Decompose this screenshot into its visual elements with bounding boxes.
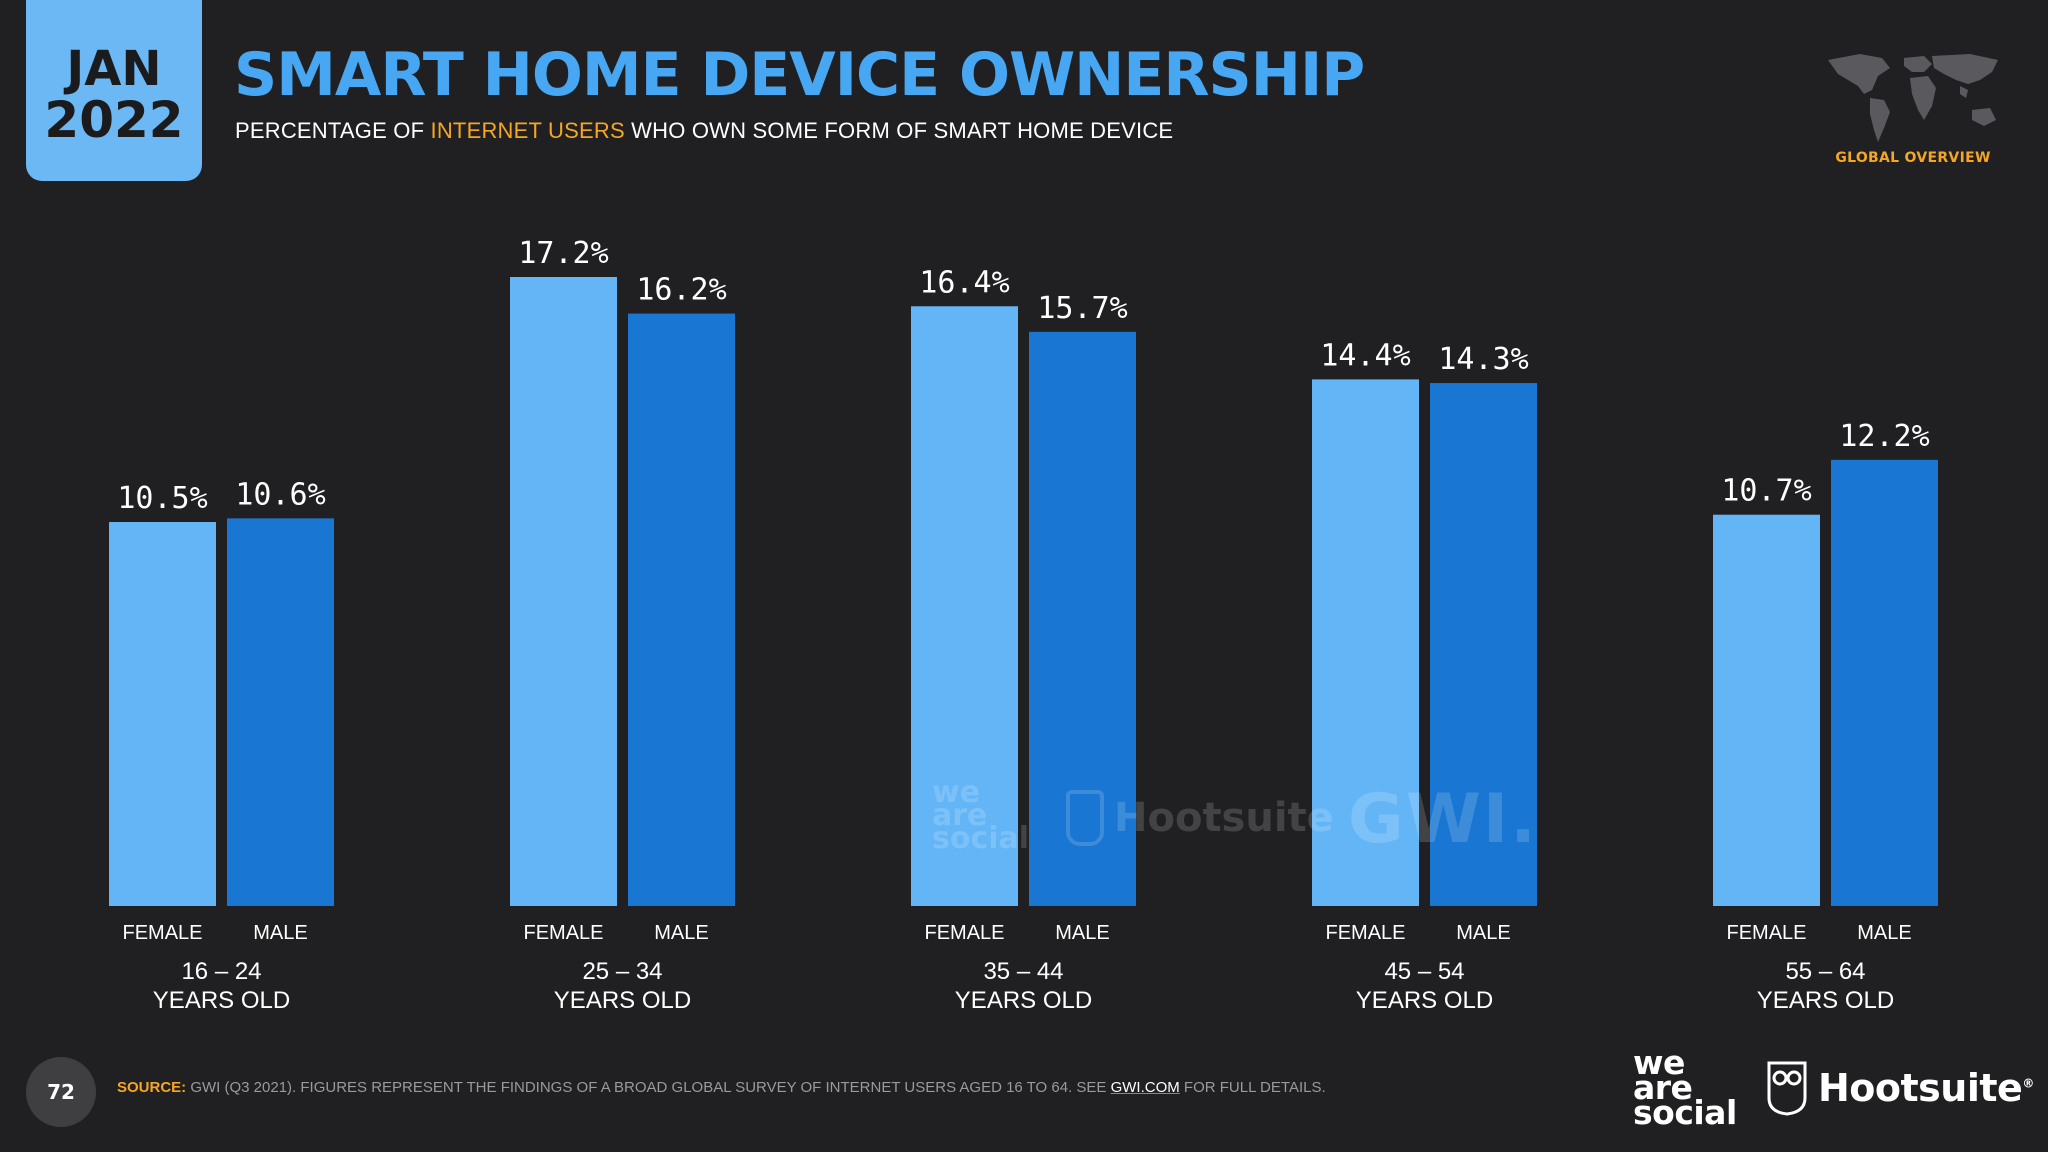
value-label-female-2: 17.2% — [518, 236, 608, 271]
bar-female-5 — [1713, 514, 1820, 906]
bar-female-2 — [510, 277, 617, 906]
subtitle-after: WHO OWN SOME FORM OF SMART HOME DEVICE — [624, 118, 1174, 143]
value-label-male-4: 14.3% — [1438, 342, 1528, 377]
age-suffix-label-5: YEARS OLD — [1757, 987, 1894, 1014]
age-suffix-label-3: YEARS OLD — [955, 987, 1092, 1014]
subtitle-before: PERCENTAGE OF — [235, 118, 431, 143]
age-range-label-4: 45 – 54 — [1384, 958, 1464, 985]
gender-label-female-2: FEMALE — [523, 922, 603, 944]
source-note: SOURCE: GWI (Q3 2021). FIGURES REPRESENT… — [117, 1079, 1326, 1096]
date-badge: JAN 2022 — [26, 0, 202, 181]
bar-male-1 — [227, 518, 334, 906]
bar-female-4 — [1312, 379, 1419, 906]
bar-male-5 — [1831, 459, 1938, 906]
subtitle-highlight: INTERNET USERS — [430, 118, 625, 143]
age-range-label-5: 55 – 64 — [1785, 958, 1865, 985]
value-label-female-1: 10.5% — [117, 481, 207, 516]
age-suffix-label-4: YEARS OLD — [1356, 987, 1493, 1014]
bar-male-4 — [1430, 383, 1537, 906]
watermark-hootsuite-text: Hootsuite — [1114, 795, 1334, 841]
watermark-was-line3: social — [932, 820, 1030, 856]
watermark-hootsuite: Hootsuite — [1066, 790, 1334, 846]
value-label-female-3: 16.4% — [919, 265, 1009, 300]
page-title: SMART HOME DEVICE OWNERSHIP — [234, 40, 1365, 110]
source-end: FOR FULL DETAILS. — [1179, 1079, 1326, 1096]
gender-label-female-4: FEMALE — [1325, 922, 1405, 944]
hootsuite-name: Hootsuite — [1818, 1066, 2023, 1110]
gender-label-female-1: FEMALE — [122, 922, 202, 944]
gender-label-male-3: MALE — [1055, 922, 1109, 944]
value-label-female-4: 14.4% — [1320, 338, 1410, 373]
bar-female-3 — [911, 306, 1018, 906]
gender-label-male-2: MALE — [654, 922, 708, 944]
owl-icon — [1767, 1061, 1807, 1116]
page-number: 72 — [26, 1057, 96, 1127]
owl-icon — [1066, 790, 1104, 846]
we-are-social-logo: we are social — [1633, 1043, 1737, 1133]
date-year: 2022 — [44, 90, 184, 149]
source-text: GWI (Q3 2021). FIGURES REPRESENT THE FIN… — [186, 1079, 1111, 1096]
source-link[interactable]: GWI.COM — [1110, 1079, 1180, 1096]
logo-was-line1: we — [1633, 1043, 1685, 1082]
gender-label-female-3: FEMALE — [924, 922, 1004, 944]
age-range-label-2: 25 – 34 — [582, 958, 662, 985]
watermark-was-line2: are — [932, 797, 988, 833]
watermark-we-are-social: we are social — [932, 775, 1030, 856]
value-label-male-5: 12.2% — [1839, 419, 1929, 454]
value-label-male-1: 10.6% — [235, 477, 325, 512]
bar-male-2 — [628, 313, 735, 906]
world-map-icon — [1828, 54, 1998, 142]
date-month: JAN — [66, 40, 162, 97]
hootsuite-logo: Hootsuite® — [1766, 1060, 2034, 1116]
watermark-gwi: GWI. — [1348, 780, 1538, 859]
gender-label-female-5: FEMALE — [1726, 922, 1806, 944]
value-label-female-5: 10.7% — [1721, 474, 1811, 509]
value-label-male-3: 15.7% — [1037, 291, 1127, 326]
logo-was-line2: are — [1633, 1068, 1693, 1108]
hootsuite-logo-text: Hootsuite® — [1818, 1066, 2034, 1110]
bar-female-1 — [109, 522, 216, 906]
gender-label-male-5: MALE — [1857, 922, 1911, 944]
gender-label-male-1: MALE — [253, 922, 307, 944]
source-label: SOURCE: — [117, 1079, 187, 1096]
watermark-was-line1: we — [932, 775, 981, 810]
age-range-label-3: 35 – 44 — [983, 958, 1063, 985]
bar-male-3 — [1029, 331, 1136, 907]
value-label-male-2: 16.2% — [636, 273, 726, 308]
age-range-label-1: 16 – 24 — [181, 958, 261, 985]
age-suffix-label-1: YEARS OLD — [153, 987, 290, 1014]
page-subtitle: PERCENTAGE OF INTERNET USERS WHO OWN SOM… — [235, 118, 1173, 144]
gender-label-male-4: MALE — [1456, 922, 1510, 944]
logo-was-line3: social — [1633, 1093, 1737, 1133]
age-suffix-label-2: YEARS OLD — [554, 987, 691, 1014]
registered-mark: ® — [2022, 1076, 2034, 1091]
global-overview-badge: GLOBAL OVERVIEW — [1835, 150, 1991, 166]
